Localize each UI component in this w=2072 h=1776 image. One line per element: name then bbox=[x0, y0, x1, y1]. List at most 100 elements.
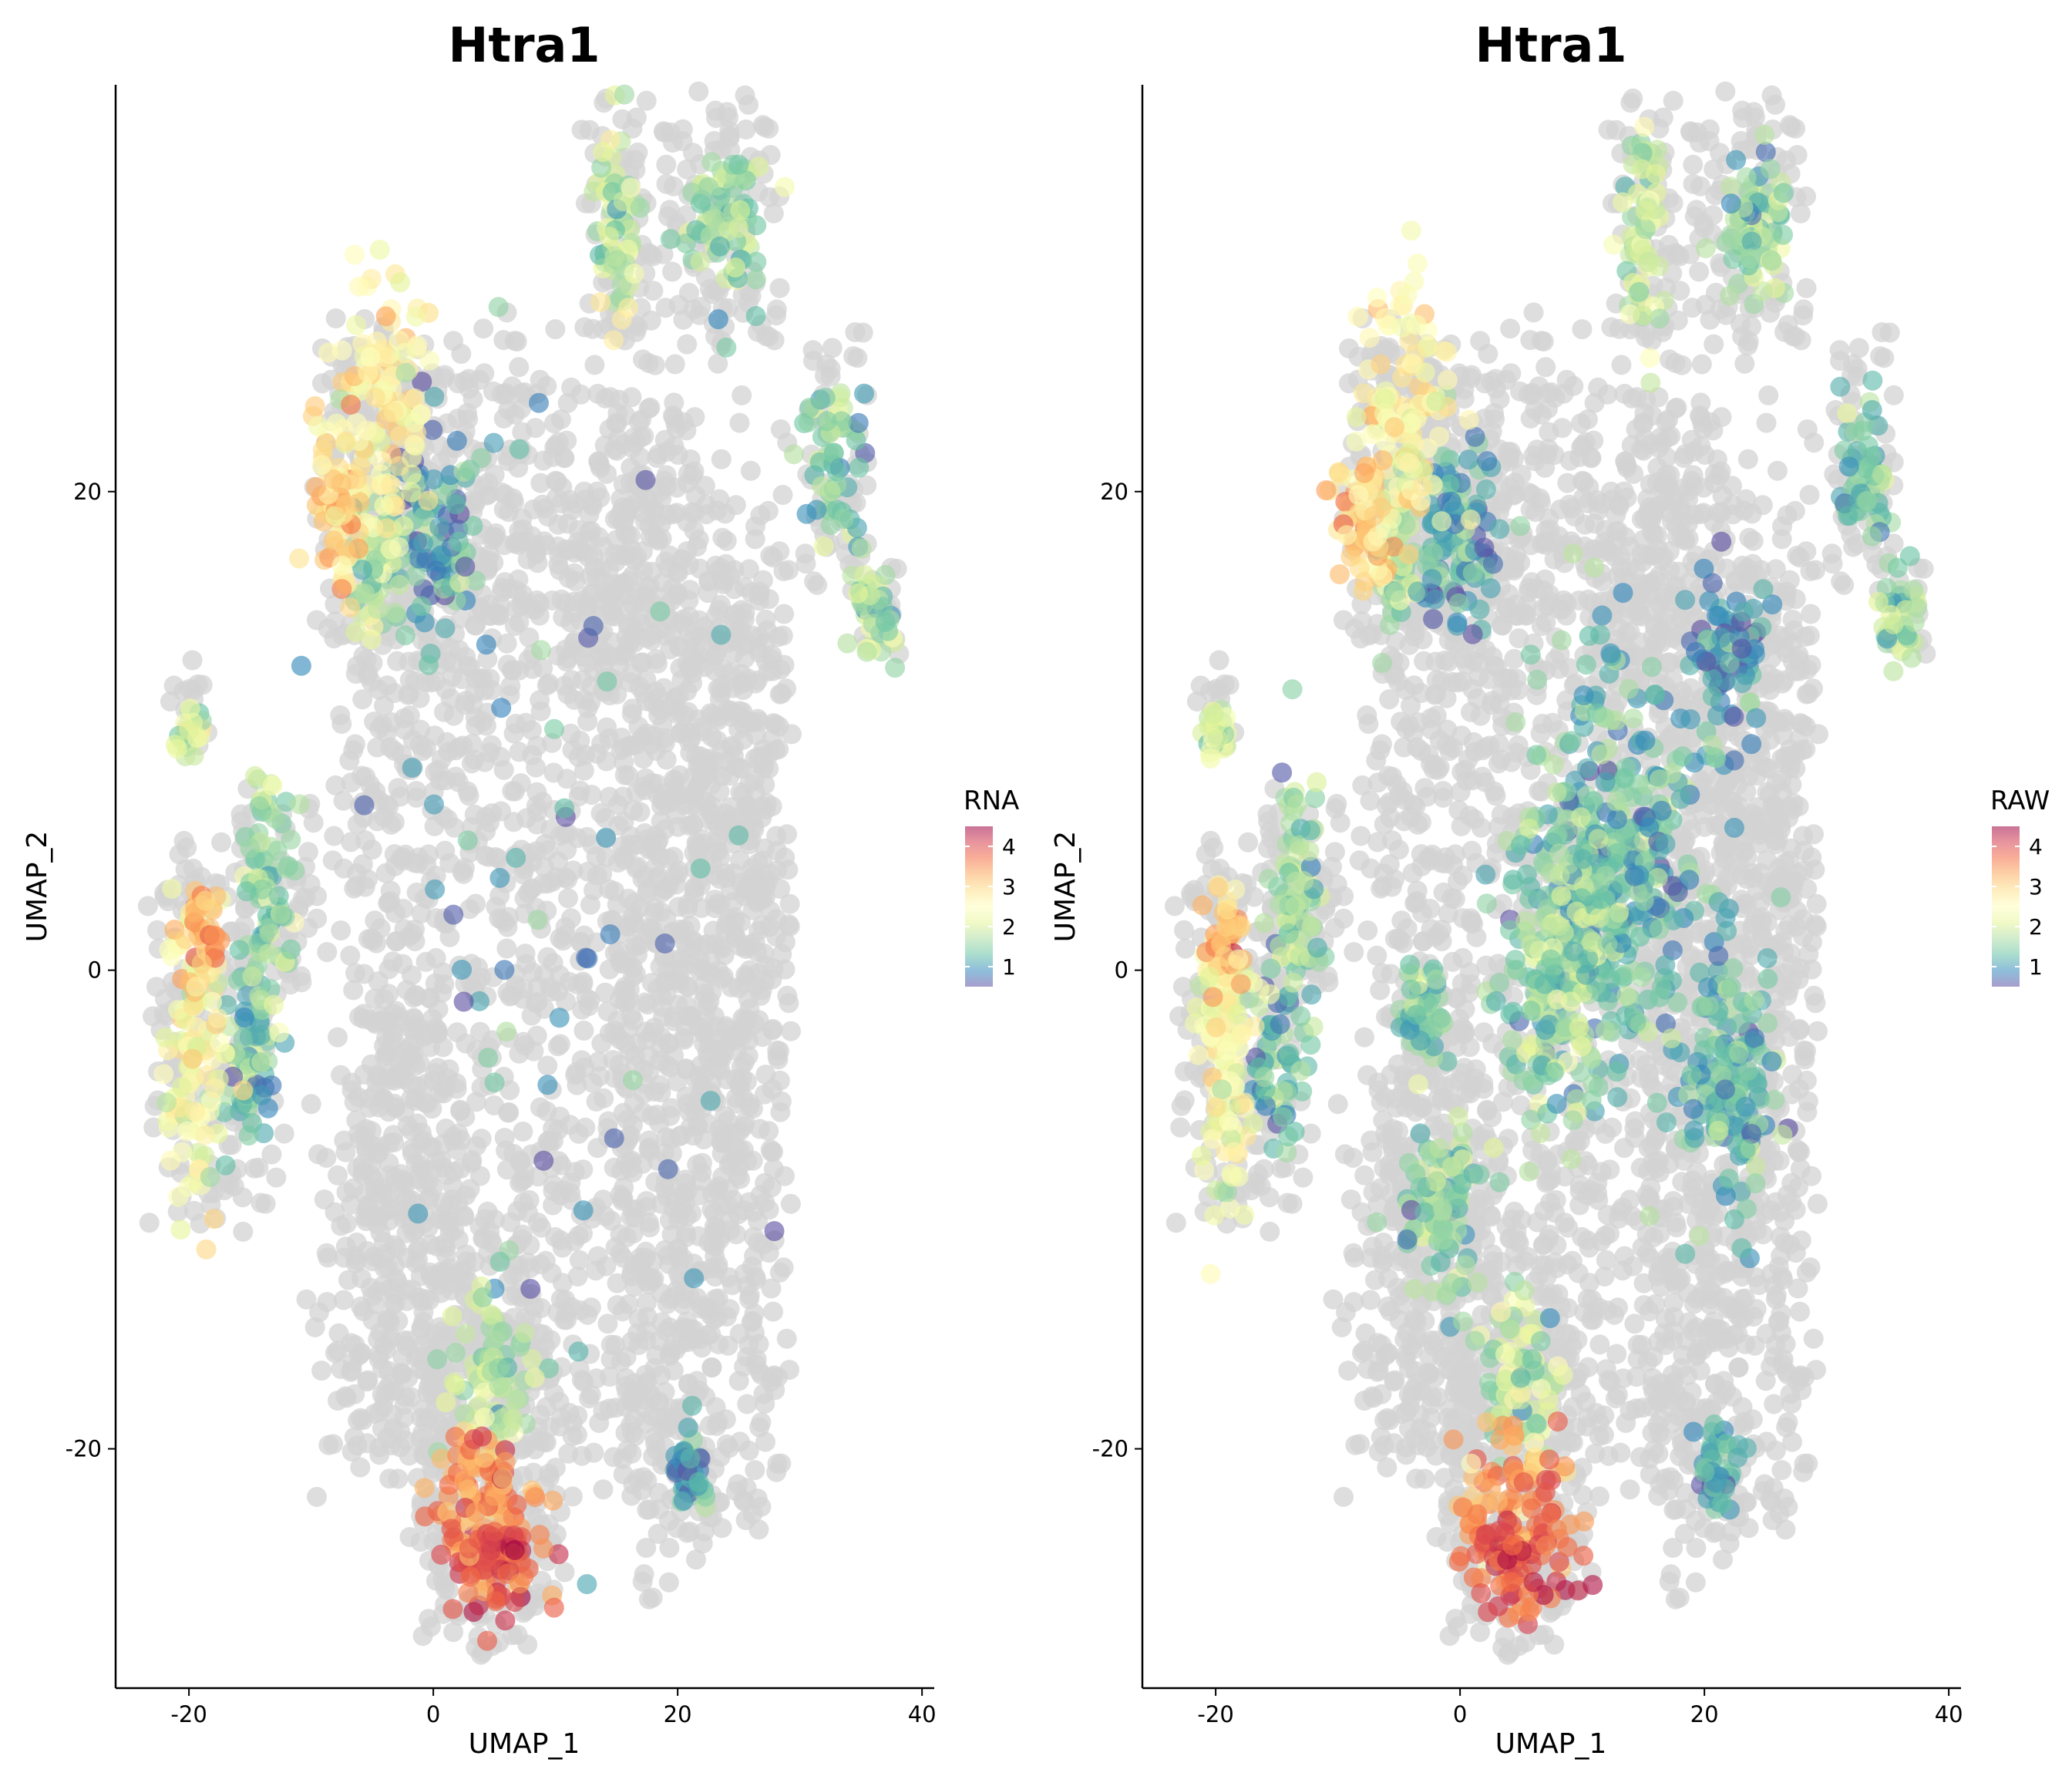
expressing-cell bbox=[336, 494, 357, 515]
background-cell bbox=[722, 1189, 743, 1210]
background-cell bbox=[344, 878, 365, 899]
expressing-cell bbox=[489, 1252, 510, 1272]
background-cell bbox=[347, 814, 368, 835]
background-cell bbox=[741, 582, 762, 603]
expressing-cell bbox=[848, 583, 869, 604]
background-cell bbox=[730, 1169, 751, 1189]
background-cell bbox=[725, 495, 746, 516]
background-cell bbox=[560, 1115, 580, 1135]
expressing-cell bbox=[621, 177, 641, 198]
background-cell bbox=[641, 310, 661, 331]
expressing-cell bbox=[251, 1024, 271, 1045]
expressing-cell bbox=[281, 939, 301, 960]
background-cell bbox=[656, 154, 677, 175]
expressing-cell bbox=[527, 910, 548, 930]
background-cell bbox=[660, 1344, 681, 1364]
expressing-cell bbox=[402, 758, 422, 778]
background-cell bbox=[567, 531, 588, 552]
expressing-cell bbox=[179, 720, 200, 741]
background-cell bbox=[687, 1287, 708, 1308]
expressing-cell bbox=[210, 1032, 230, 1053]
background-cell bbox=[343, 980, 364, 1001]
background-cell bbox=[815, 365, 835, 386]
expressing-cell bbox=[167, 1000, 188, 1021]
expressing-cell bbox=[875, 612, 896, 632]
expressing-cell bbox=[514, 1323, 535, 1344]
background-cell bbox=[776, 1328, 797, 1349]
background-cell bbox=[660, 1176, 681, 1196]
expressing-cell bbox=[331, 555, 352, 576]
background-cell bbox=[728, 1371, 749, 1391]
background-cell bbox=[762, 547, 783, 568]
background-cell bbox=[592, 863, 613, 884]
expressing-cell bbox=[846, 430, 866, 451]
background-cell bbox=[683, 649, 704, 669]
background-cell bbox=[569, 1359, 590, 1380]
background-cell bbox=[653, 1007, 674, 1028]
expressing-cell bbox=[815, 388, 836, 408]
background-cell bbox=[466, 715, 486, 736]
background-cell bbox=[160, 691, 180, 711]
background-cell bbox=[706, 1221, 727, 1242]
expressing-cell bbox=[816, 411, 837, 432]
expressing-cell bbox=[267, 840, 288, 861]
background-cell bbox=[341, 1194, 362, 1215]
background-cell bbox=[426, 1570, 446, 1591]
background-cell bbox=[684, 520, 705, 540]
background-cell bbox=[182, 650, 203, 671]
background-cell bbox=[317, 1292, 338, 1313]
background-cell bbox=[558, 1443, 579, 1464]
background-cell bbox=[536, 1397, 557, 1418]
background-cell bbox=[183, 1200, 204, 1221]
background-cell bbox=[588, 1051, 609, 1072]
expressing-cell bbox=[593, 142, 614, 163]
background-cell bbox=[340, 1361, 361, 1382]
expressing-cell bbox=[182, 1048, 203, 1069]
background-cell bbox=[522, 745, 543, 765]
background-cell bbox=[680, 580, 701, 600]
background-cell bbox=[720, 797, 741, 818]
background-cell bbox=[555, 917, 576, 937]
expressing-cell bbox=[660, 229, 681, 250]
background-cell bbox=[504, 404, 525, 425]
background-cell bbox=[530, 369, 550, 390]
expressing-cell bbox=[335, 431, 356, 452]
expressing-cell bbox=[576, 947, 597, 968]
expressing-cell bbox=[446, 430, 467, 451]
background-cell bbox=[459, 899, 480, 920]
background-cell bbox=[307, 886, 328, 906]
expressing-cell bbox=[623, 1070, 643, 1091]
background-cell bbox=[373, 1275, 393, 1296]
background-cell bbox=[322, 850, 343, 871]
background-cell bbox=[606, 412, 627, 433]
expressing-cell bbox=[268, 886, 289, 906]
background-cell bbox=[555, 1290, 576, 1310]
expressing-cell bbox=[489, 1357, 510, 1378]
background-cell bbox=[734, 609, 755, 630]
background-cell bbox=[662, 578, 683, 599]
background-cell bbox=[137, 896, 158, 917]
background-cell bbox=[585, 1260, 606, 1281]
background-cell bbox=[536, 1101, 557, 1122]
background-cell bbox=[456, 647, 476, 668]
background-cell bbox=[530, 1431, 550, 1451]
background-cell bbox=[626, 735, 647, 755]
expressing-cell bbox=[700, 1091, 721, 1112]
expressing-cell bbox=[368, 599, 388, 620]
expressing-cell bbox=[837, 633, 858, 654]
background-cell bbox=[479, 545, 500, 565]
background-cell bbox=[311, 1361, 332, 1381]
background-cell bbox=[341, 832, 362, 853]
background-cell bbox=[643, 281, 664, 301]
background-cell bbox=[738, 559, 759, 580]
expressing-cell bbox=[281, 829, 301, 850]
expressing-cell bbox=[200, 1166, 220, 1187]
background-cell bbox=[420, 1037, 441, 1058]
background-cell bbox=[423, 1270, 444, 1290]
expressing-cell bbox=[454, 1470, 475, 1491]
background-cell bbox=[312, 373, 332, 394]
background-cell bbox=[477, 648, 498, 669]
background-cell bbox=[335, 1142, 356, 1162]
background-cell bbox=[564, 1231, 584, 1252]
background-cell bbox=[548, 514, 568, 535]
